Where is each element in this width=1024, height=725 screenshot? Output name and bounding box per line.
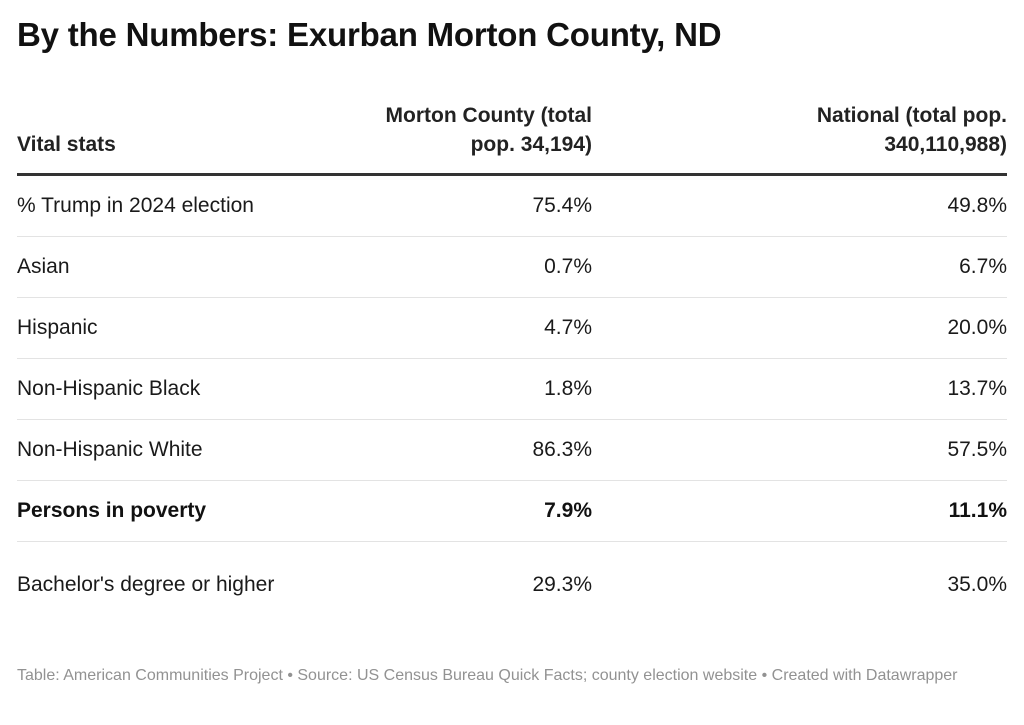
table-row: Non-Hispanic White 86.3% 57.5% — [17, 419, 1007, 481]
morton-county-value: 75.4% — [347, 174, 592, 237]
data-table: Vital stats Morton County (total pop. 34… — [17, 101, 1007, 628]
morton-county-value: 7.9% — [347, 480, 592, 542]
row-label: % Trump in 2024 election — [17, 174, 347, 237]
national-value: 20.0% — [592, 297, 1007, 359]
national-value: 11.1% — [592, 480, 1007, 542]
column-header-label: Vital stats — [17, 101, 347, 176]
morton-county-value: 29.3% — [532, 573, 592, 596]
column-header-morton-county: Morton County (total pop. 34,194) — [347, 101, 592, 176]
morton-county-value: 4.7% — [347, 297, 592, 359]
national-value: 6.7% — [592, 236, 1007, 298]
chart-title: By the Numbers: Exurban Morton County, N… — [17, 16, 722, 53]
morton-county-value: 0.7% — [347, 236, 592, 298]
header-row: Vital stats Morton County (total pop. 34… — [17, 101, 1007, 176]
morton-county-value: 86.3% — [347, 419, 592, 481]
row-label: Persons in poverty — [17, 480, 347, 542]
row-label: Bachelor's degree or higher — [17, 573, 275, 596]
row-label: Non-Hispanic White — [17, 419, 347, 481]
table-row: Bachelor's degree or higher 29.3% 35.0% — [17, 542, 1007, 629]
row-label: Hispanic — [17, 297, 347, 359]
national-value: 13.7% — [592, 358, 1007, 420]
source-footer: Table: American Communities Project • So… — [17, 667, 958, 684]
table-row: Non-Hispanic Black 1.8% 13.7% — [17, 358, 1007, 420]
table-row: Hispanic 4.7% 20.0% — [17, 297, 1007, 359]
row-label: Non-Hispanic Black — [17, 358, 347, 420]
table-row: % Trump in 2024 election 75.4% 49.8% — [17, 174, 1007, 237]
national-value: 57.5% — [592, 419, 1007, 481]
column-header-national: National (total pop. 340,110,988) — [592, 101, 1007, 176]
national-value: 35.0% — [947, 573, 1007, 596]
table-row: Persons in poverty 7.9% 11.1% — [17, 480, 1007, 542]
row-label: Asian — [17, 236, 347, 298]
table-row: Asian 0.7% 6.7% — [17, 236, 1007, 298]
national-value: 49.8% — [592, 174, 1007, 237]
morton-county-value: 1.8% — [347, 358, 592, 420]
